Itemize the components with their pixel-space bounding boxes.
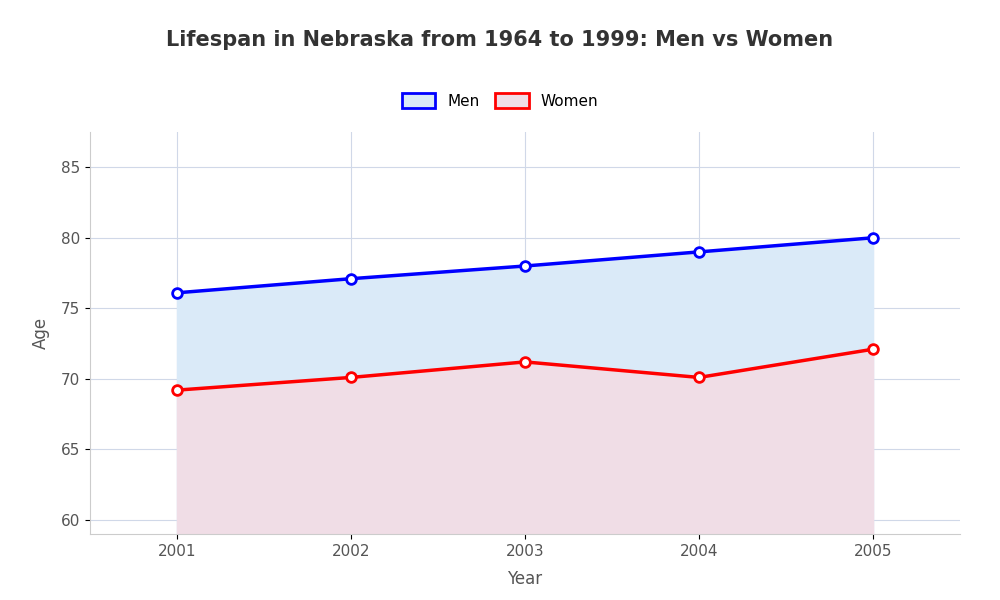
Legend: Men, Women: Men, Women <box>395 87 605 115</box>
X-axis label: Year: Year <box>507 570 543 588</box>
Text: Lifespan in Nebraska from 1964 to 1999: Men vs Women: Lifespan in Nebraska from 1964 to 1999: … <box>166 30 834 50</box>
Y-axis label: Age: Age <box>32 317 50 349</box>
